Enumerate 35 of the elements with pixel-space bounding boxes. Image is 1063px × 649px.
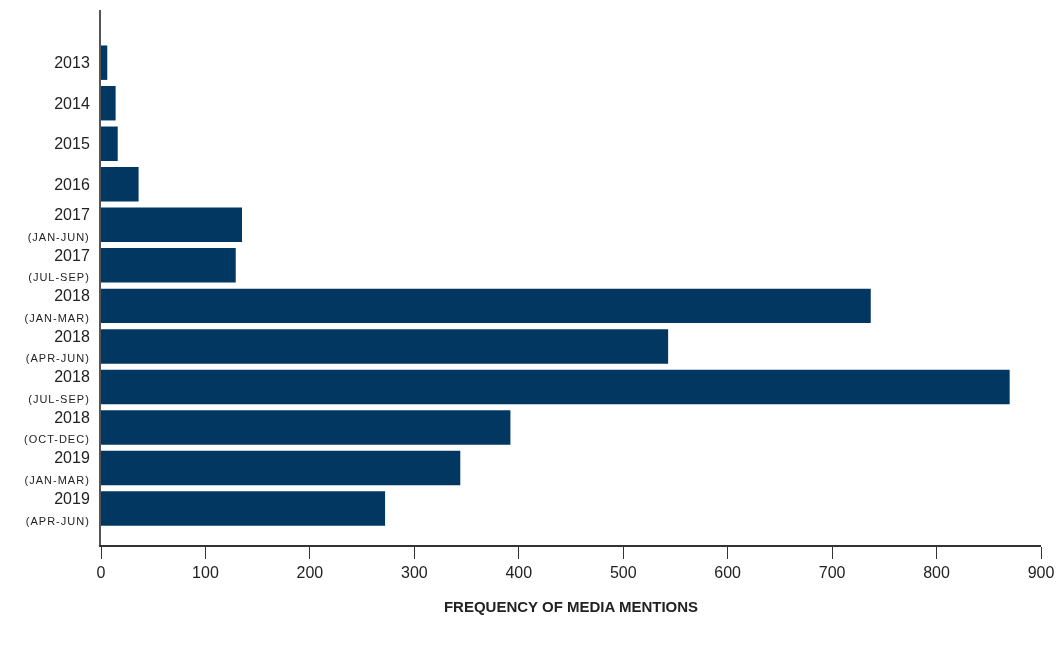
- bar: [101, 491, 386, 526]
- bar: [101, 45, 108, 80]
- bar: [101, 288, 871, 324]
- x-tick-label: 100: [192, 563, 219, 581]
- x-tick-label: 300: [400, 563, 428, 581]
- y-tick-label: 2018 (APR-JUN): [25, 327, 90, 365]
- y-tick-label: 2019 (APR-JUN): [25, 489, 90, 527]
- bar: [101, 207, 242, 243]
- y-tick-label: 2016: [54, 175, 90, 193]
- y-tick-label: 2013: [54, 54, 90, 72]
- y-tick-label: 2015: [54, 135, 90, 153]
- x-tick-label: 900: [1027, 563, 1055, 581]
- x-tick-label: 200: [296, 563, 324, 581]
- bar: [101, 85, 116, 121]
- bar: [101, 167, 139, 202]
- bar: [101, 450, 461, 486]
- x-tick-label: 400: [505, 563, 533, 581]
- y-tick-label: 2019 (JAN-MAR): [24, 449, 90, 486]
- y-tick-label: 2018 (JUL-SEP): [28, 368, 90, 405]
- bar: [101, 126, 118, 161]
- x-axis-title: FREQUENCY OF MEDIA MENTIONS: [443, 598, 699, 616]
- bar: [101, 329, 669, 364]
- x-tick-label: 800: [923, 563, 951, 581]
- y-tick-label: 2014: [54, 94, 90, 112]
- x-tick-label: 700: [818, 563, 846, 581]
- x-tick-label: 600: [714, 563, 742, 581]
- x-tick-label: 500: [609, 563, 637, 581]
- y-tick-label: 2018 (JAN-MAR): [24, 287, 90, 324]
- y-tick-label: 2018 (OCT-DEC): [23, 408, 90, 446]
- x-tick-label: 0: [96, 563, 106, 581]
- bar: [101, 410, 511, 445]
- y-tick-label: 2017 (JUL-SEP): [28, 246, 90, 284]
- bar: [101, 369, 1010, 405]
- y-tick-label: 2017 (JAN-JUN): [27, 206, 90, 243]
- bar: [101, 248, 236, 283]
